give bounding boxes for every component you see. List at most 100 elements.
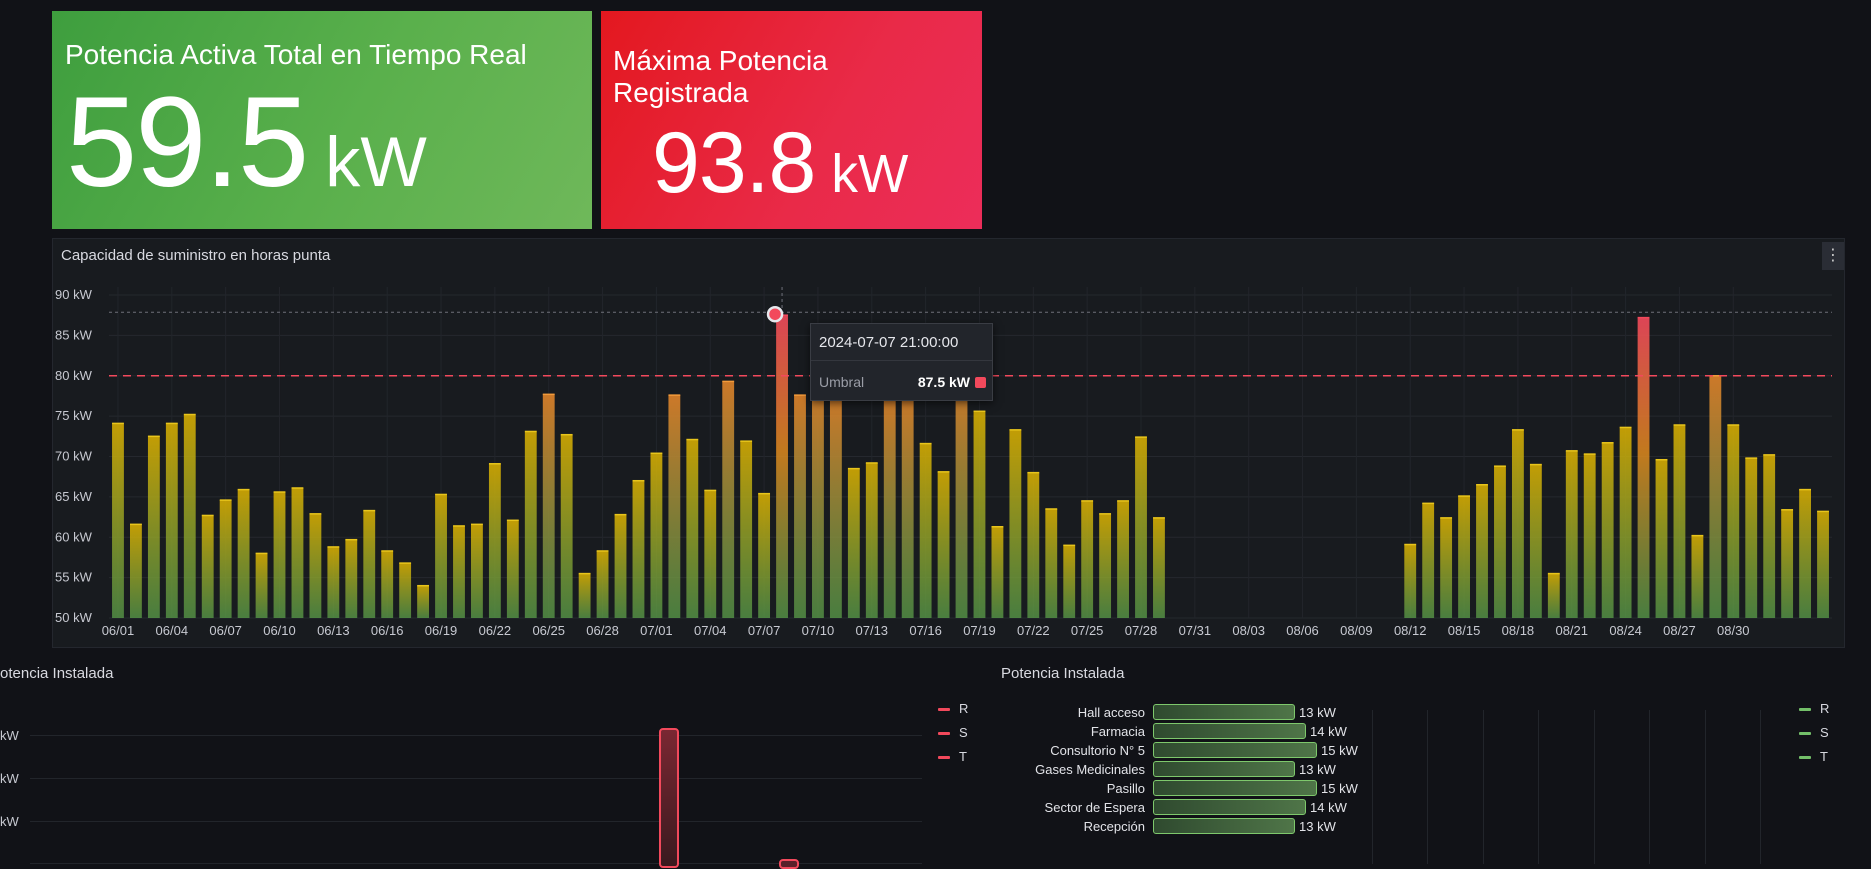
bar[interactable] [345,539,358,618]
bar[interactable] [1099,513,1112,618]
bar[interactable] [435,494,447,618]
bar[interactable] [1601,442,1614,618]
bar[interactable] [1494,466,1506,618]
bar[interactable] [740,441,753,618]
bar[interactable] [147,436,160,618]
legend-item-r[interactable]: R [938,701,968,716]
bar[interactable] [1476,484,1488,618]
bar[interactable] [291,487,304,618]
bar[interactable] [776,315,788,618]
bar[interactable] [596,550,609,618]
bar[interactable] [991,526,1004,618]
bar[interactable] [112,423,124,618]
bar[interactable] [704,490,717,618]
bar[interactable] [1619,427,1632,618]
bar[interactable] [1458,496,1470,618]
bar[interactable] [794,395,806,618]
bar[interactable] [722,381,735,618]
bar-gauge-row[interactable]: Recepción 13 kW [992,817,1392,836]
legend-item-s[interactable]: S [1799,725,1829,740]
bar[interactable] [1529,464,1542,618]
bar[interactable] [901,395,914,618]
bar[interactable] [201,515,214,618]
bar[interactable] [1691,535,1704,618]
bar[interactable] [1117,500,1129,618]
bar[interactable] [1404,544,1417,618]
bar-chart-panel[interactable]: 50 kW 55 kW 60 kW 65 kW 70 kW 75 kW 80 kW 85 kW… [52,238,1845,648]
bar[interactable] [219,500,232,618]
bar[interactable] [1547,573,1560,618]
bar-gauge-row[interactable]: Gases Medicinales 13 kW [992,760,1392,779]
legend-item-s[interactable]: S [938,725,968,740]
bar[interactable] [1799,489,1812,618]
bar[interactable] [1009,429,1022,618]
bar[interactable] [1081,500,1094,618]
bar[interactable] [560,434,573,618]
bar[interactable] [1727,425,1740,618]
bar[interactable] [1745,458,1758,618]
bar-gauge-row[interactable]: Consultorio N° 5 15 kW [992,741,1392,760]
bar[interactable] [1637,317,1650,618]
bar[interactable] [237,489,250,618]
bar[interactable] [812,386,824,618]
bar-gauge-row[interactable]: Sector de Espera 14 kW [992,798,1392,817]
bar[interactable] [327,546,340,618]
column-bar[interactable] [659,728,679,868]
bar[interactable] [273,492,286,618]
bar-gauge-row[interactable]: Hall acceso 13 kW [992,703,1392,722]
bar[interactable] [399,563,412,618]
bar[interactable] [542,394,555,618]
bar-gauge-row[interactable]: Pasillo 15 kW [992,779,1392,798]
bar[interactable] [488,463,501,618]
bar[interactable] [129,524,142,618]
bar-gauge-row[interactable]: Farmacia 14 kW [992,722,1392,741]
bar[interactable] [183,414,196,618]
bar[interactable] [1817,511,1829,618]
bar[interactable] [1709,375,1722,618]
legend-item-t[interactable]: T [938,749,967,764]
bar[interactable] [865,462,878,618]
stat-panel-current-power[interactable]: Potencia Activa Total en Tiempo Real 59.… [52,11,592,229]
bar[interactable] [1027,472,1040,618]
bar[interactable] [578,573,591,618]
bar[interactable] [937,471,950,618]
bar[interactable] [1655,459,1668,618]
bar[interactable] [632,480,645,618]
bar[interactable] [1673,425,1686,618]
bar[interactable] [1063,545,1076,618]
bar[interactable] [1763,454,1776,618]
vertical-dots-icon[interactable]: ⋮ [1822,242,1844,270]
bar[interactable] [847,468,860,618]
bar[interactable] [668,395,681,618]
bar[interactable] [309,513,322,618]
bar[interactable] [1781,509,1794,618]
bar[interactable] [506,520,519,618]
bar[interactable] [1583,454,1596,618]
stat-panel-max-power[interactable]: Máxima Potencia Registrada 93.8 kW [601,11,982,229]
bar[interactable] [453,525,465,618]
bar[interactable] [955,381,968,618]
bar[interactable] [381,550,394,618]
legend-item-t[interactable]: T [1799,749,1828,764]
bar[interactable] [614,514,627,618]
bar[interactable] [1440,517,1453,618]
bar[interactable] [165,423,178,618]
bar[interactable] [471,524,483,618]
bar[interactable] [650,453,663,618]
bar[interactable] [883,395,896,618]
bar[interactable] [1153,517,1165,618]
bar[interactable] [973,411,986,618]
bar[interactable] [758,493,771,618]
bar[interactable] [1422,503,1435,618]
installed-power-bar-gauge-panel[interactable]: Potencia Instalada Hall acceso 13 kW Farma… [992,656,1862,864]
bar[interactable] [524,431,537,618]
installed-power-timeseries-panel[interactable]: Potencia Instalada kW kW kW R S T [0,656,990,869]
bar[interactable] [1135,437,1147,618]
bar[interactable] [829,395,842,618]
bar[interactable] [417,585,430,618]
bar[interactable] [919,443,932,618]
bar[interactable] [1565,450,1578,618]
column-bar[interactable] [779,859,799,869]
bar[interactable] [686,439,699,618]
bar[interactable] [363,510,376,618]
